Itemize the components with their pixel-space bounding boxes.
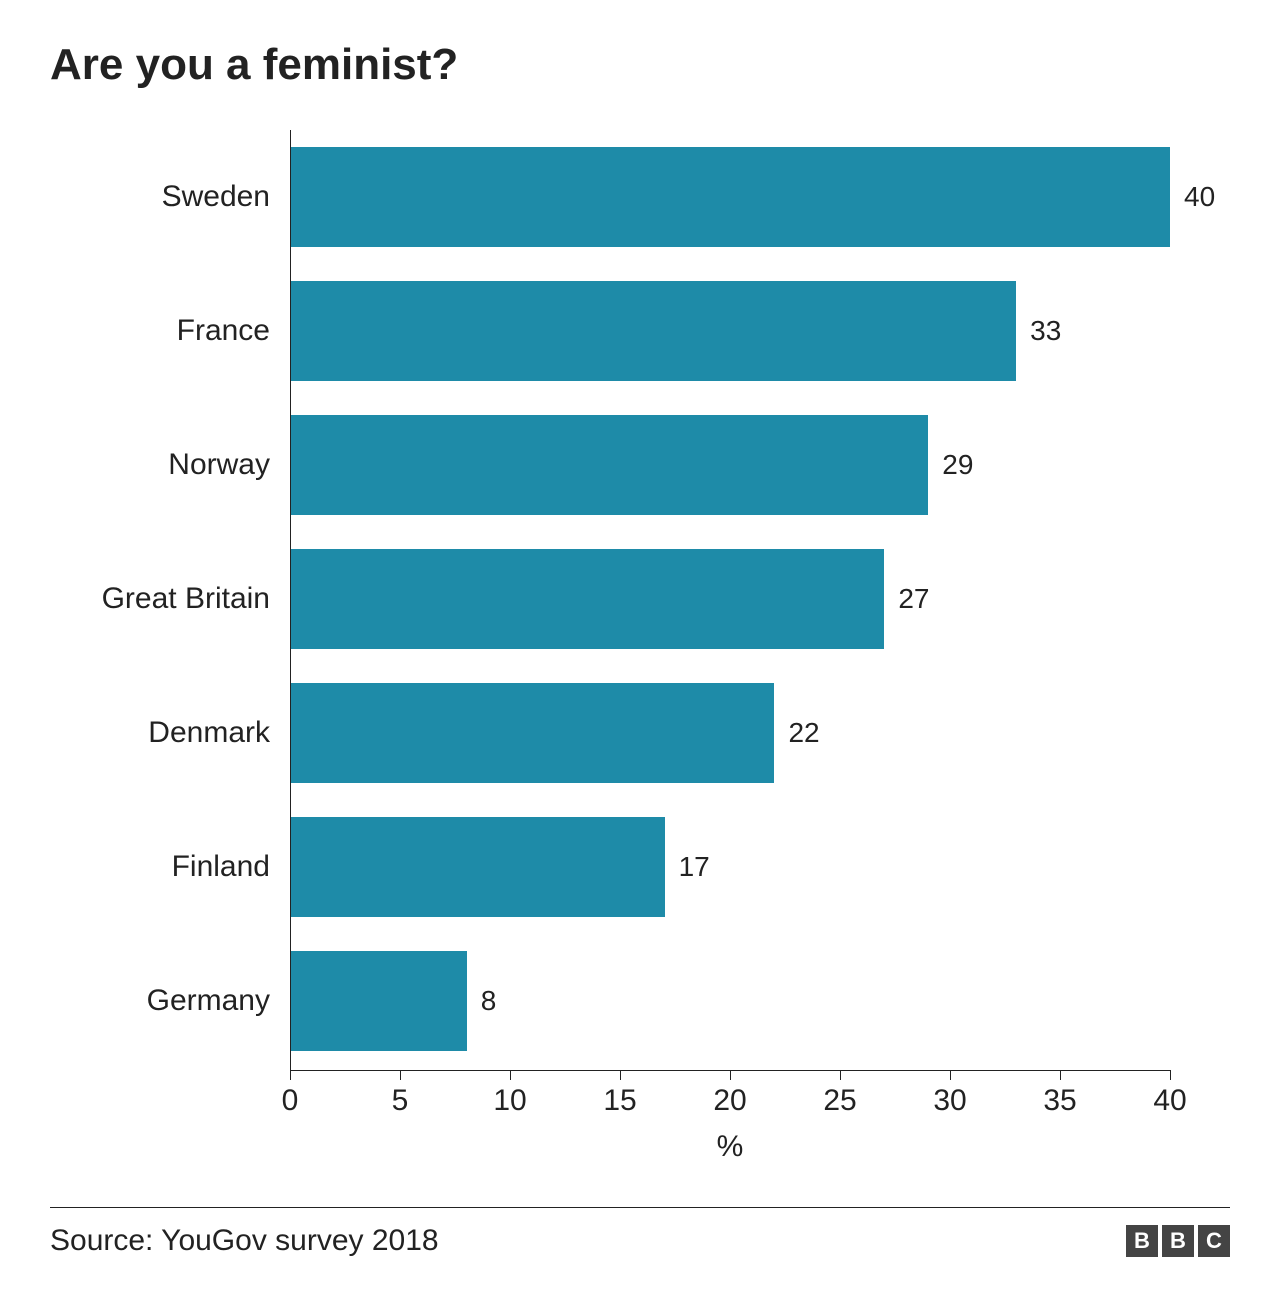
y-axis-label: France <box>50 314 270 348</box>
x-tick <box>510 1070 511 1080</box>
x-tick-label: 0 <box>282 1084 299 1118</box>
bar <box>291 415 928 515</box>
chart-footer: Source: YouGov survey 2018 B B C <box>50 1207 1230 1258</box>
bar <box>291 951 467 1051</box>
x-tick-label: 10 <box>493 1084 526 1118</box>
bbc-logo: B B C <box>1126 1225 1230 1257</box>
x-tick <box>400 1070 401 1080</box>
bar-row: 27 <box>291 532 1170 666</box>
bar-value-label: 22 <box>788 717 819 749</box>
x-tick-label: 40 <box>1153 1084 1186 1118</box>
bar-row: 40 <box>291 130 1170 264</box>
bar-value-label: 40 <box>1184 181 1215 213</box>
x-tick <box>620 1070 621 1080</box>
x-tick-label: 20 <box>713 1084 746 1118</box>
bar-row: 29 <box>291 398 1170 532</box>
bar-row: 8 <box>291 934 1170 1068</box>
y-axis-label: Norway <box>50 448 270 482</box>
x-tick-label: 5 <box>392 1084 409 1118</box>
bar <box>291 147 1170 247</box>
x-tick-label: 15 <box>603 1084 636 1118</box>
bar <box>291 281 1016 381</box>
y-axis-labels: Sweden France Norway Great Britain Denmark Fi… <box>50 130 270 1070</box>
bbc-logo-box: B <box>1126 1225 1158 1257</box>
y-axis-label: Great Britain <box>50 582 270 616</box>
bar-value-label: 29 <box>942 449 973 481</box>
x-tick <box>290 1070 291 1080</box>
chart-area: Sweden France Norway Great Britain Denmark Fi… <box>50 120 1230 1180</box>
x-tick-label: 30 <box>933 1084 966 1118</box>
bar-row: 22 <box>291 666 1170 800</box>
bar-value-label: 17 <box>679 851 710 883</box>
x-tick <box>730 1070 731 1080</box>
bar-row: 17 <box>291 800 1170 934</box>
bar-value-label: 8 <box>481 985 497 1017</box>
x-tick-label: 25 <box>823 1084 856 1118</box>
y-axis-label: Germany <box>50 984 270 1018</box>
bar-row: 33 <box>291 264 1170 398</box>
chart-title: Are you a feminist? <box>50 40 1230 90</box>
x-tick <box>840 1070 841 1080</box>
x-tick-label: 35 <box>1043 1084 1076 1118</box>
plot-region: 40 33 29 27 22 17 8 <box>290 130 1170 1070</box>
bar <box>291 817 665 917</box>
y-axis-label: Finland <box>50 850 270 884</box>
y-axis-label: Sweden <box>50 180 270 214</box>
bar-value-label: 33 <box>1030 315 1061 347</box>
bbc-logo-box: C <box>1198 1225 1230 1257</box>
bar-value-label: 27 <box>898 583 929 615</box>
bar <box>291 549 884 649</box>
x-tick <box>1060 1070 1061 1080</box>
y-axis-label: Denmark <box>50 716 270 750</box>
x-axis-title: % <box>290 1130 1170 1164</box>
x-tick <box>950 1070 951 1080</box>
bar <box>291 683 774 783</box>
x-axis-ticks: 0510152025303540 <box>290 1070 1170 1130</box>
x-tick <box>1170 1070 1171 1080</box>
bars-group: 40 33 29 27 22 17 8 <box>291 130 1170 1070</box>
source-text: Source: YouGov survey 2018 <box>50 1224 439 1258</box>
chart-container: Are you a feminist? Sweden France Norway Gr… <box>0 0 1280 1298</box>
bbc-logo-box: B <box>1162 1225 1194 1257</box>
